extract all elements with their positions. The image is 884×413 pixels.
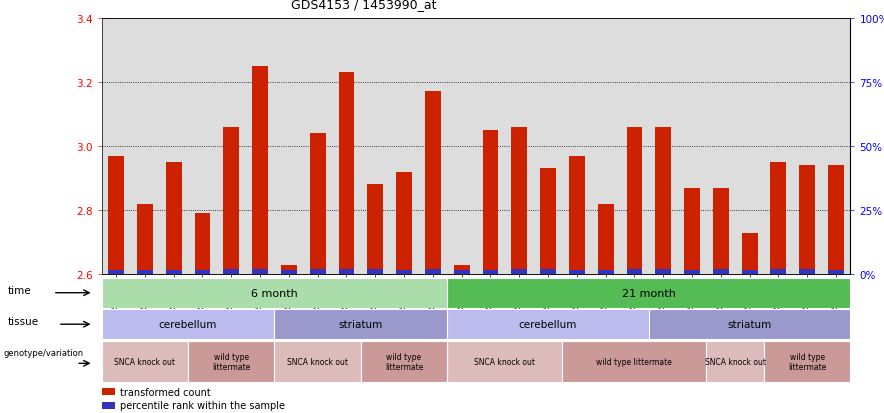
Text: SNCA knock out: SNCA knock out: [287, 357, 348, 366]
Text: cerebellum: cerebellum: [519, 319, 577, 330]
Text: striatum: striatum: [728, 319, 772, 330]
Bar: [511, 269, 527, 275]
Bar: [771, 163, 787, 275]
Bar: [569, 271, 584, 275]
Bar: [483, 271, 499, 275]
Text: percentile rank within the sample: percentile rank within the sample: [120, 401, 286, 411]
Bar: [165, 271, 181, 275]
Bar: [713, 269, 728, 275]
Bar: [102, 309, 274, 339]
Text: SNCA knock out: SNCA knock out: [475, 357, 536, 366]
Text: 21 month: 21 month: [621, 288, 675, 298]
Bar: [453, 265, 469, 275]
Bar: [771, 269, 787, 275]
Bar: [396, 172, 412, 275]
Bar: [655, 128, 671, 275]
Bar: [799, 269, 815, 275]
Text: tissue: tissue: [8, 316, 39, 326]
Text: striatum: striatum: [339, 319, 383, 330]
Bar: [742, 271, 758, 275]
Title: GDS4153 / 1453990_at: GDS4153 / 1453990_at: [291, 0, 437, 11]
Bar: [274, 341, 361, 382]
Bar: [194, 214, 210, 275]
Bar: [137, 271, 153, 275]
Text: SNCA knock out: SNCA knock out: [114, 357, 175, 366]
Bar: [368, 269, 383, 275]
Bar: [569, 156, 584, 275]
Bar: [281, 271, 297, 275]
Bar: [447, 341, 562, 382]
Text: SNCA knock out: SNCA knock out: [705, 357, 766, 366]
Bar: [447, 309, 649, 339]
Bar: [453, 271, 469, 275]
Bar: [339, 73, 354, 275]
Text: cerebellum: cerebellum: [159, 319, 217, 330]
Bar: [598, 271, 613, 275]
Bar: [224, 269, 240, 275]
Bar: [562, 341, 706, 382]
Bar: [713, 188, 728, 275]
Text: 6 month: 6 month: [251, 288, 298, 298]
Bar: [165, 163, 181, 275]
Bar: [361, 341, 447, 382]
Bar: [368, 185, 383, 275]
Text: transformed count: transformed count: [120, 387, 211, 397]
Bar: [108, 156, 124, 275]
Bar: [447, 278, 850, 308]
Bar: [483, 131, 499, 275]
Bar: [684, 188, 700, 275]
Bar: [252, 269, 268, 275]
Bar: [540, 169, 556, 275]
Bar: [137, 204, 153, 275]
Text: wild type
littermate: wild type littermate: [212, 352, 250, 371]
Bar: [684, 271, 700, 275]
Bar: [396, 271, 412, 275]
Bar: [742, 233, 758, 275]
Bar: [102, 278, 447, 308]
Bar: [252, 66, 268, 275]
Text: wild type
littermate: wild type littermate: [788, 352, 827, 371]
Text: genotype/variation: genotype/variation: [3, 349, 83, 358]
Bar: [102, 402, 115, 409]
Bar: [108, 271, 124, 275]
Bar: [224, 128, 240, 275]
Bar: [764, 341, 850, 382]
Bar: [194, 271, 210, 275]
Bar: [540, 269, 556, 275]
Bar: [274, 309, 447, 339]
Bar: [828, 271, 844, 275]
Bar: [828, 166, 844, 275]
Bar: [339, 269, 354, 275]
Bar: [102, 341, 188, 382]
Bar: [309, 269, 325, 275]
Bar: [598, 204, 613, 275]
Text: wild type
littermate: wild type littermate: [385, 352, 423, 371]
Bar: [281, 265, 297, 275]
Bar: [511, 128, 527, 275]
Bar: [706, 341, 764, 382]
Bar: [425, 92, 441, 275]
Bar: [309, 134, 325, 275]
Bar: [102, 388, 115, 395]
Bar: [188, 341, 274, 382]
Text: wild type littermate: wild type littermate: [597, 357, 673, 366]
Bar: [799, 166, 815, 275]
Bar: [425, 269, 441, 275]
Bar: [649, 309, 850, 339]
Bar: [627, 128, 643, 275]
Bar: [655, 269, 671, 275]
Text: time: time: [8, 285, 32, 295]
Bar: [627, 269, 643, 275]
